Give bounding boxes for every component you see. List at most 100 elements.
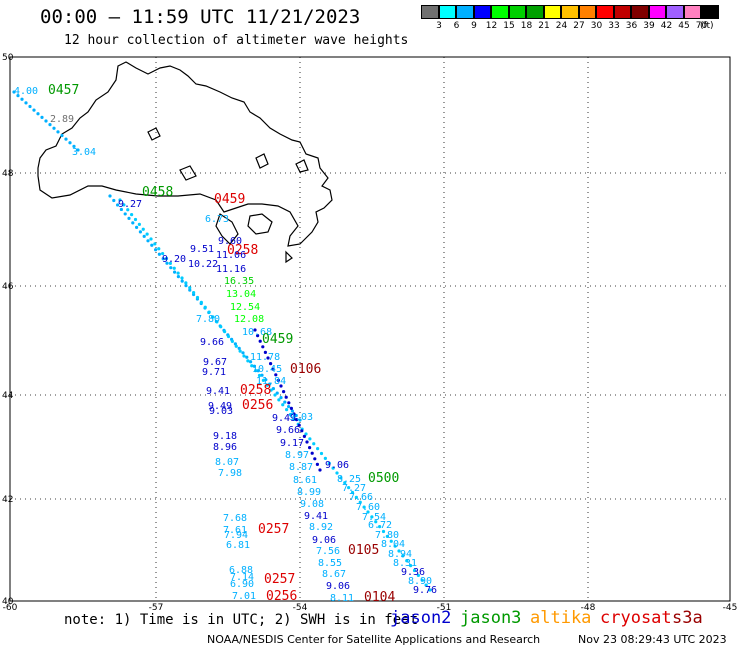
wave-height-value: 9.03 [209, 406, 233, 417]
legend-swatch [666, 5, 684, 19]
legend-labels: (ft) 3 6 9 12 15 18 21 24 27 30 33 36 39 42 45 70 [421, 19, 719, 33]
legend-label: 33 [608, 21, 620, 31]
wave-height-value: 9.06 [326, 581, 350, 592]
track-point [157, 252, 161, 256]
pass-time-label: 0256 [266, 589, 297, 604]
track-point [32, 108, 36, 112]
track-point [192, 291, 196, 295]
wave-height-value: 8.96 [213, 442, 237, 453]
wave-height-value: 7.94 [224, 530, 248, 541]
credit-line: NOAA/NESDIS Center for Satellite Applica… [207, 633, 541, 646]
generation-timestamp: Nov 23 08:29:43 UTC 2023 [578, 633, 727, 646]
pass-time-label: 0459 [262, 332, 293, 347]
track-point [242, 354, 246, 358]
lat-tick-label: 44 [2, 391, 14, 401]
track-point [263, 350, 267, 354]
wave-height-value: 9.06 [325, 460, 349, 471]
track-point [118, 198, 122, 202]
track-point [119, 207, 123, 212]
page-title: 00:00 – 11:59 UTC 11/21/2023 [40, 6, 361, 28]
pass-time-label: 0258 [227, 243, 258, 258]
legend-swatch [491, 5, 509, 19]
track-point [52, 126, 56, 130]
track-point [24, 101, 28, 105]
track-point [275, 391, 279, 395]
satellite-s3a: s3a [672, 608, 703, 628]
track-point [153, 242, 157, 246]
track-point [141, 227, 145, 231]
track-point [223, 330, 227, 334]
track-point [409, 564, 413, 568]
track-point [308, 446, 312, 450]
track-point [219, 325, 223, 329]
track-point [318, 468, 322, 472]
wave-height-value: 3.04 [72, 147, 96, 158]
track-point [146, 239, 150, 243]
track-point [287, 404, 291, 409]
track-point [327, 461, 331, 465]
pass-time-label: 0106 [290, 362, 321, 377]
track-point [331, 466, 335, 470]
satellite-altika: altika [530, 608, 592, 628]
map-frame [9, 56, 731, 602]
track-point [284, 395, 288, 399]
track-point [305, 440, 309, 444]
track-point [253, 328, 257, 332]
wave-height-value: 8.55 [318, 558, 342, 569]
track-point [184, 281, 188, 285]
track-point [358, 500, 362, 504]
track-point [164, 256, 169, 261]
track-point [172, 266, 176, 270]
pass-time-label: 0457 [48, 83, 79, 98]
track-point [295, 418, 299, 422]
legend-swatch [578, 5, 596, 19]
track-point [122, 203, 126, 207]
wave-height-value: 7.60 [356, 502, 380, 513]
track-point [180, 276, 184, 280]
wave-height-value: 8.07 [215, 457, 239, 468]
legend-swatch [648, 5, 666, 19]
wave-height-value: 6.88 [229, 565, 253, 576]
wave-height-value: 9.71 [202, 367, 226, 378]
legend-swatch [613, 5, 631, 19]
wave-height-value: 9.03 [289, 412, 313, 423]
track-point [256, 334, 260, 338]
track-point [297, 423, 301, 427]
wave-height-value: 10.45 [252, 364, 282, 375]
wave-height-value: 8.99 [297, 487, 321, 498]
track-point [145, 232, 149, 236]
track-point [246, 359, 250, 363]
track-point [397, 549, 401, 553]
legend-label: 12 [485, 21, 498, 31]
track-point [290, 409, 294, 413]
track-point [133, 217, 138, 222]
track-point [288, 412, 293, 417]
legend-swatch [508, 5, 526, 19]
track-point [271, 387, 275, 391]
track-point [381, 529, 386, 534]
legend-label: 3 [436, 21, 442, 31]
wave-height-value: 11.78 [250, 352, 280, 363]
track-point [298, 418, 302, 422]
wave-height-value: 8.97 [285, 450, 309, 461]
track-point [269, 388, 273, 392]
lat-tick-label: 48 [2, 169, 14, 179]
track-point [203, 305, 207, 309]
track-point [149, 237, 153, 241]
wave-height-value: 9.66 [200, 337, 224, 348]
track-point [281, 403, 285, 407]
wave-height-value: 16.35 [224, 276, 254, 287]
wave-height-value: 6.72 [368, 520, 392, 531]
legend-swatch [421, 5, 439, 19]
track-point [72, 144, 76, 148]
track-point [412, 568, 417, 573]
track-point [176, 275, 180, 279]
track-point [36, 112, 40, 116]
pass-time-label: 0258 [240, 383, 271, 398]
track-point [319, 451, 324, 456]
track-point [393, 544, 397, 548]
track-point [289, 406, 293, 410]
track-point [16, 94, 20, 98]
track-point [173, 270, 177, 274]
wave-height-value: 11.16 [216, 264, 246, 275]
